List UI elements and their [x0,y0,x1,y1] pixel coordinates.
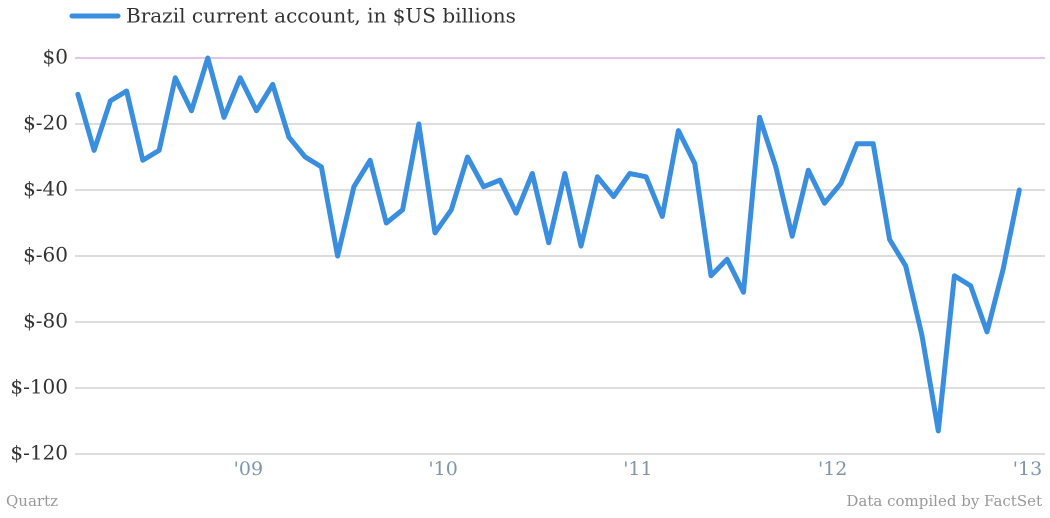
y-tick-label: $-20 [23,111,68,135]
source-right: Data compiled by FactSet [846,492,1042,510]
data-line [75,55,1022,434]
y-tick-label: $-100 [10,375,68,399]
x-tick-label: '11 [623,458,652,480]
y-tick-label: $-80 [23,309,68,333]
y-tick-label: $-60 [23,243,68,267]
x-tick-label: '13 [1013,458,1042,480]
x-tick-label: '10 [428,458,457,480]
y-tick-label: $-120 [10,441,68,465]
y-tick-label: $-40 [23,177,68,201]
x-tick-label: '12 [818,458,847,480]
legend-label: Brazil current account, in $US billions [126,4,516,28]
y-tick-label: $0 [43,45,68,69]
source-left: Quartz [6,492,58,510]
x-tick-label: '09 [234,458,263,480]
